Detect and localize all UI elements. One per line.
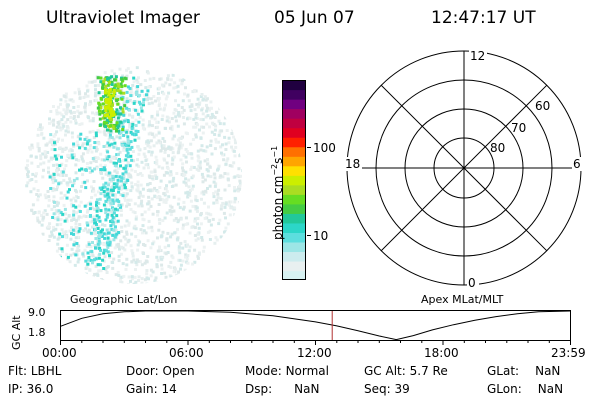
date-label: 05 Jun 07 (274, 8, 355, 28)
timeline-right-title: Apex MLat/MLT (421, 293, 504, 306)
info-glon: GLon: NaN (487, 382, 564, 396)
colorbar-gradient (282, 80, 306, 281)
timeline-tick-2359: 23:59 (551, 346, 586, 360)
info-seq: Seq: 39 (364, 382, 410, 396)
uv-image-disk (24, 66, 242, 284)
timeline-tick-0000: 00:00 (42, 346, 77, 360)
uv-image-pixels (24, 66, 242, 284)
timeline-tick-1200: 12:00 (297, 346, 332, 360)
colorbar-frame (282, 80, 306, 280)
info-gain: Gain: 14 (126, 382, 177, 396)
info-dsp: Dsp: NaN (245, 382, 320, 396)
timeline-axis-label: GC Alt (10, 315, 23, 350)
polar-lat-label-70: 70 (511, 121, 526, 135)
polar-label-right: 6 (573, 157, 581, 171)
colorbar-label: photon cm−2s−1 (270, 145, 285, 240)
polar-plot: 12 0 18 6 60 70 80 (344, 49, 584, 290)
info-glat: GLat: NaN (487, 364, 561, 378)
timeline-plot (60, 310, 571, 345)
polar-diagonal-2 (380, 84, 548, 252)
info-filter: Flt: LBHL (8, 364, 62, 378)
info-door: Door: Open (126, 364, 195, 378)
polar-label-bottom: 0 (468, 276, 476, 290)
timeline-tick-0600: 06:00 (169, 346, 204, 360)
timeline-ymin-label: 1.8 (28, 326, 46, 339)
info-ip: IP: 36.0 (8, 382, 54, 396)
info-gc-alt: GC Alt: 5.7 Re (364, 364, 448, 378)
colorbar-tick-100: 100 (313, 141, 336, 155)
polar-lat-label-80: 80 (490, 141, 505, 155)
polar-label-left: 18 (345, 157, 360, 171)
colorbar (282, 80, 306, 281)
timeline-ticks (60, 340, 571, 345)
polar-label-top: 12 (470, 49, 485, 63)
timeline-tick-1800: 18:00 (424, 346, 459, 360)
app-title: Ultraviolet Imager (46, 8, 200, 28)
timeline-frame (60, 310, 571, 341)
colorbar-tick-mark-10 (307, 235, 311, 236)
timeline-ymax-label: 9.0 (28, 306, 46, 319)
time-label: 12:47:17 UT (431, 8, 536, 28)
info-mode: Mode: Normal (245, 364, 329, 378)
timeline-left-title: Geographic Lat/Lon (70, 293, 178, 306)
colorbar-tick-mark-100 (307, 147, 311, 148)
timeline-altitude-curve (60, 310, 571, 341)
polar-lat-label-60: 60 (535, 99, 550, 113)
colorbar-tick-10: 10 (313, 229, 329, 243)
